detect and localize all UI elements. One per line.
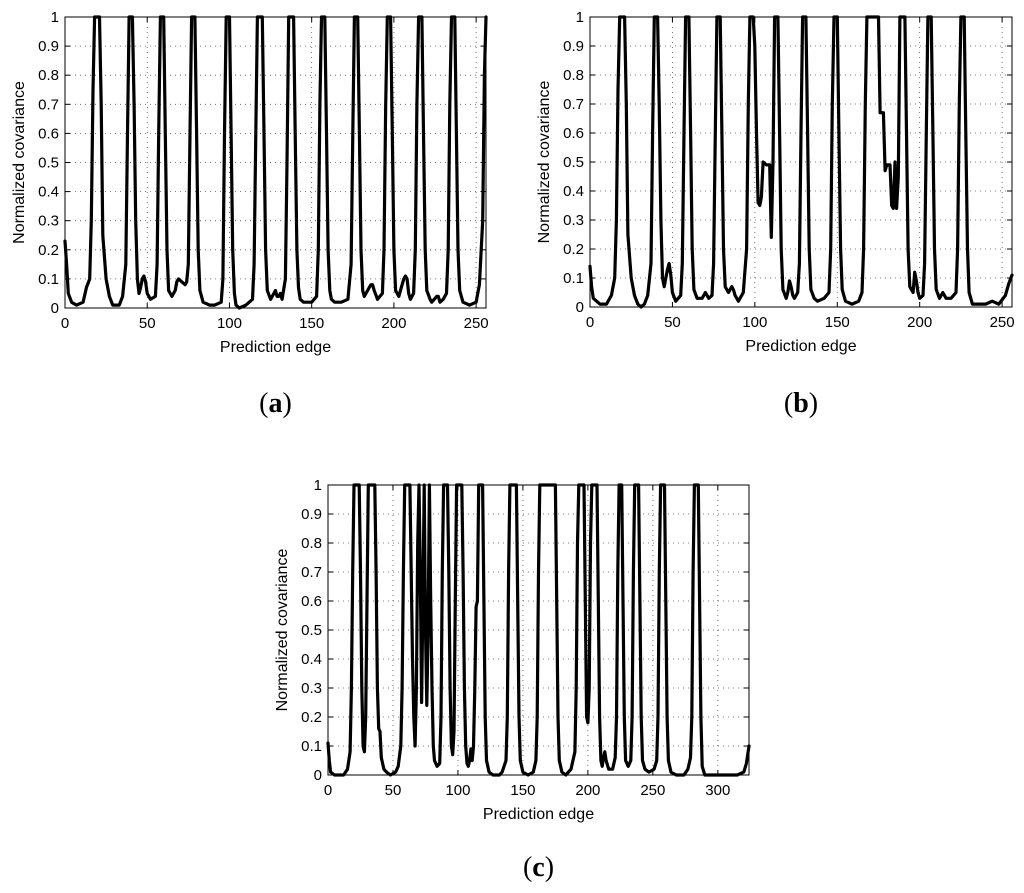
x-tick-label: 100 — [217, 315, 242, 332]
y-tick-label: 0.3 — [38, 213, 59, 230]
y-tick-label: 0.4 — [563, 183, 584, 200]
y-tick-label: 0.7 — [563, 96, 584, 113]
chart-panel-a: 0 50 100 150 200 250 0 0.1 0.2 0.3 0.4 0.5 0.6 0.7 0.8… — [11, 9, 489, 419]
y-tick-label: 0.3 — [563, 212, 584, 229]
x-tick-label: 250 — [464, 315, 489, 332]
x-tick-label: 50 — [385, 782, 402, 799]
y-tick-label: 0.6 — [301, 593, 322, 610]
x-tick-label: 0 — [586, 314, 594, 331]
chart-panel-b: 0 50 100 150 200 250 0 0.1 0.2 0.3 0.4 0.5 0.6 0.7 0.8… — [536, 9, 1015, 419]
y-tick-label: 0.4 — [301, 651, 322, 668]
panel-letter: a — [269, 388, 283, 419]
x-tick-label: 200 — [575, 782, 600, 799]
y-tick-label: 0.4 — [38, 184, 59, 201]
y-tick-label: 0 — [51, 300, 59, 317]
y-tick-label: 0.8 — [38, 67, 59, 84]
chart-panel-c: 0 50 100 150 200 250 300 0 0.1 0.2 0.3 0.4 0.5 0.6 0.7… — [274, 477, 751, 883]
x-tick-label: 50 — [664, 314, 681, 331]
y-tick-label: 0.9 — [301, 506, 322, 523]
x-tick-label: 0 — [61, 315, 69, 332]
y-tick-label: 0 — [576, 299, 584, 316]
y-tick-label: 0.5 — [301, 622, 322, 639]
x-tick-label: 250 — [990, 314, 1015, 331]
x-tick-label: 200 — [381, 315, 406, 332]
y-tick-label: 0.8 — [563, 67, 584, 84]
x-tick-label: 250 — [640, 782, 665, 799]
series-line — [588, 15, 1014, 309]
y-tick-label: 0.1 — [301, 738, 322, 755]
panel-letter: b — [793, 388, 809, 419]
x-tick-label: 150 — [825, 314, 850, 331]
y-tick-label: 0.5 — [38, 155, 59, 172]
x-tick-label: 200 — [907, 314, 932, 331]
y-tick-label: 0 — [314, 767, 322, 784]
x-tick-label: 150 — [299, 315, 324, 332]
y-tick-label: 0.5 — [563, 154, 584, 171]
x-tick-label: 100 — [445, 782, 470, 799]
x-axis-label: Prediction edge — [483, 806, 594, 823]
y-axis-label: Normalized covariance — [11, 81, 28, 244]
y-tick-label: 0.3 — [301, 680, 322, 697]
x-tick-label: 0 — [324, 782, 332, 799]
y-tick-label: 0.1 — [563, 270, 584, 287]
y-tick-label: 0.2 — [38, 242, 59, 259]
x-tick-label: 300 — [705, 782, 730, 799]
y-tick-label: 0.9 — [38, 38, 59, 55]
y-axis-label: Normalized covariance — [536, 81, 553, 244]
y-tick-label: 0.8 — [301, 535, 322, 552]
series-line — [326, 483, 751, 777]
panel-label: (a) — [259, 388, 292, 419]
panel-letter: c — [532, 852, 544, 883]
y-tick-label: 0.6 — [563, 125, 584, 142]
y-tick-label: 0.7 — [301, 564, 322, 581]
panel-label: (b) — [784, 388, 818, 419]
y-tick-label: 1 — [314, 477, 322, 494]
x-tick-label: 50 — [139, 315, 156, 332]
x-tick-label: 100 — [742, 314, 767, 331]
series-line — [63, 15, 488, 310]
y-tick-label: 0.7 — [38, 96, 59, 113]
x-tick-label: 150 — [510, 782, 535, 799]
y-tick-label: 1 — [576, 9, 584, 26]
y-tick-label: 1 — [51, 9, 59, 26]
panel-label: (c) — [523, 852, 554, 883]
y-tick-label: 0.1 — [38, 271, 59, 288]
y-tick-label: 0.2 — [301, 709, 322, 726]
y-tick-label: 0.6 — [38, 125, 59, 142]
y-axis-label: Normalized covariance — [274, 549, 291, 712]
x-axis-label: Prediction edge — [745, 338, 856, 355]
y-tick-label: 0.2 — [563, 241, 584, 258]
x-axis-label: Prediction edge — [220, 339, 331, 356]
y-tick-label: 0.9 — [563, 38, 584, 55]
